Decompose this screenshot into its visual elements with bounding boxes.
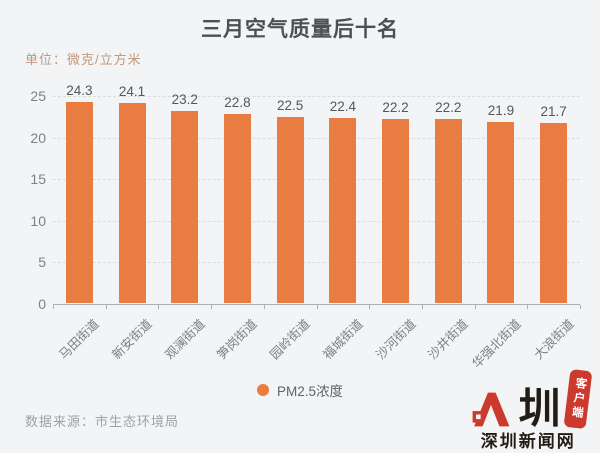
x-axis-tick [474, 305, 476, 309]
y-axis-tick-label: 25 [30, 88, 46, 104]
bar[interactable] [276, 116, 304, 303]
bar[interactable] [223, 114, 251, 303]
bar[interactable] [329, 117, 357, 303]
logo-client-badge: 客户端 [563, 368, 592, 429]
y-axis-tick-label: 0 [38, 296, 46, 312]
x-axis-tick [211, 305, 213, 309]
y-axis-tick-label: 20 [30, 129, 46, 146]
bar[interactable] [540, 123, 568, 303]
x-axis-tick [580, 305, 581, 309]
x-axis-tick [421, 305, 423, 309]
gridline-y25 [53, 96, 580, 97]
bar-value-label: 21.9 [487, 102, 515, 118]
bar[interactable] [434, 119, 462, 303]
bar-value-label: 22.2 [435, 100, 462, 116]
x-axis-tick [316, 305, 318, 309]
bar[interactable] [65, 101, 93, 303]
bar-value-label: 22.8 [224, 95, 251, 111]
logo-top-row: 圳 客户端 [468, 368, 592, 432]
gridline-y20 [53, 137, 580, 139]
sznews-logo: 圳 客户端 深圳新闻网 [468, 368, 592, 451]
logo-red-mark-icon [473, 392, 510, 427]
logo-char: 圳 [518, 385, 560, 432]
legend-dot-icon [256, 384, 269, 396]
bar-value-label: 22.5 [277, 97, 304, 113]
chart-title: 三月空气质量后十名 [201, 18, 399, 41]
bar-value-label: 22.4 [329, 98, 356, 114]
gridline-y15 [53, 179, 580, 181]
bar[interactable] [382, 119, 410, 303]
legend-label: PM2.5浓度 [276, 384, 344, 399]
bar[interactable] [171, 110, 199, 303]
x-axis-tick [527, 305, 529, 309]
x-axis-tick [105, 305, 107, 309]
bar-value-label: 23.2 [171, 91, 198, 107]
legend[interactable]: PM2.5浓度 [0, 380, 600, 400]
bar[interactable] [487, 121, 515, 303]
x-axis-line [53, 304, 580, 305]
gridline-y5 [53, 262, 580, 264]
bar[interactable] [118, 103, 146, 303]
y-axis-tick-label: 10 [30, 212, 46, 229]
gridline-y10 [53, 220, 580, 222]
bar-value-label: 21.7 [540, 104, 567, 120]
y-axis-tick-label: 15 [30, 171, 46, 188]
bar-value-label: 24.3 [66, 82, 93, 98]
x-axis-tick [263, 305, 265, 309]
y-axis-tick-label: 5 [38, 254, 46, 271]
x-axis-tick [158, 305, 160, 309]
x-axis-tick [369, 305, 371, 309]
bar-value-label: 24.1 [118, 84, 146, 100]
unit-label: 单位：微克/立方米 [25, 52, 142, 67]
data-source-label: 数据来源：市生态环境局 [25, 414, 180, 429]
x-axis-tick [53, 305, 54, 309]
logo-site-name: 深圳新闻网 [480, 432, 576, 451]
bar-value-label: 22.2 [382, 100, 409, 116]
